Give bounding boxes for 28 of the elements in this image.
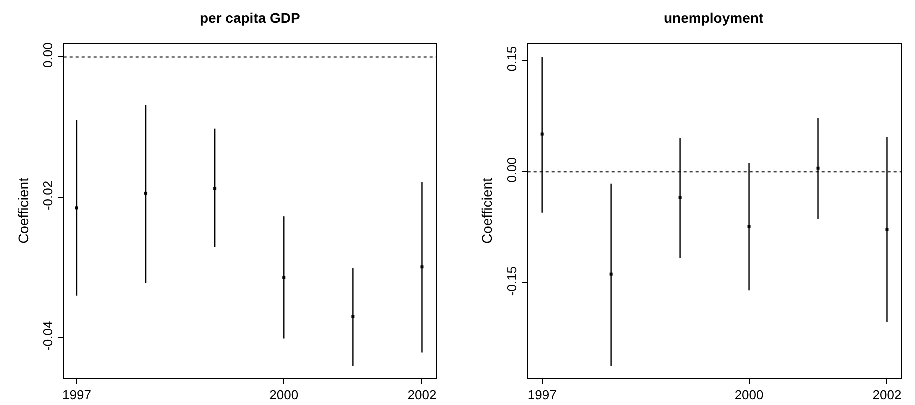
- point: [214, 187, 217, 190]
- x-tick-label: 2000: [734, 388, 764, 403]
- point: [610, 272, 613, 276]
- x-tick-label: 2002: [408, 388, 437, 403]
- point: [420, 266, 424, 269]
- chart-title: unemployment: [664, 10, 764, 26]
- y-tick-label: 0.00: [504, 157, 520, 183]
- point: [75, 206, 78, 210]
- x-tick-label: 1997: [62, 388, 92, 403]
- point: [282, 276, 286, 280]
- y-tick-label: 0.15: [504, 46, 520, 72]
- y-axis-title: Coefficient: [15, 178, 32, 244]
- y-axis-title: Coefficient: [479, 178, 496, 244]
- point: [748, 225, 751, 228]
- chart-title: per capita GDP: [200, 10, 300, 26]
- y-tick-label: 0.00: [40, 42, 56, 68]
- point: [816, 166, 820, 170]
- y-tick-label: -0.02: [40, 180, 56, 211]
- point: [886, 228, 889, 232]
- y-tick-label: -0.04: [40, 321, 56, 351]
- point: [678, 196, 682, 200]
- y-tick-label: -0.15: [504, 266, 520, 296]
- x-tick-label: 1997: [528, 388, 557, 403]
- x-tick-label: 2000: [270, 388, 299, 403]
- point: [540, 132, 544, 136]
- x-tick-label: 2002: [872, 388, 902, 403]
- point: [352, 315, 355, 318]
- point: [144, 192, 148, 195]
